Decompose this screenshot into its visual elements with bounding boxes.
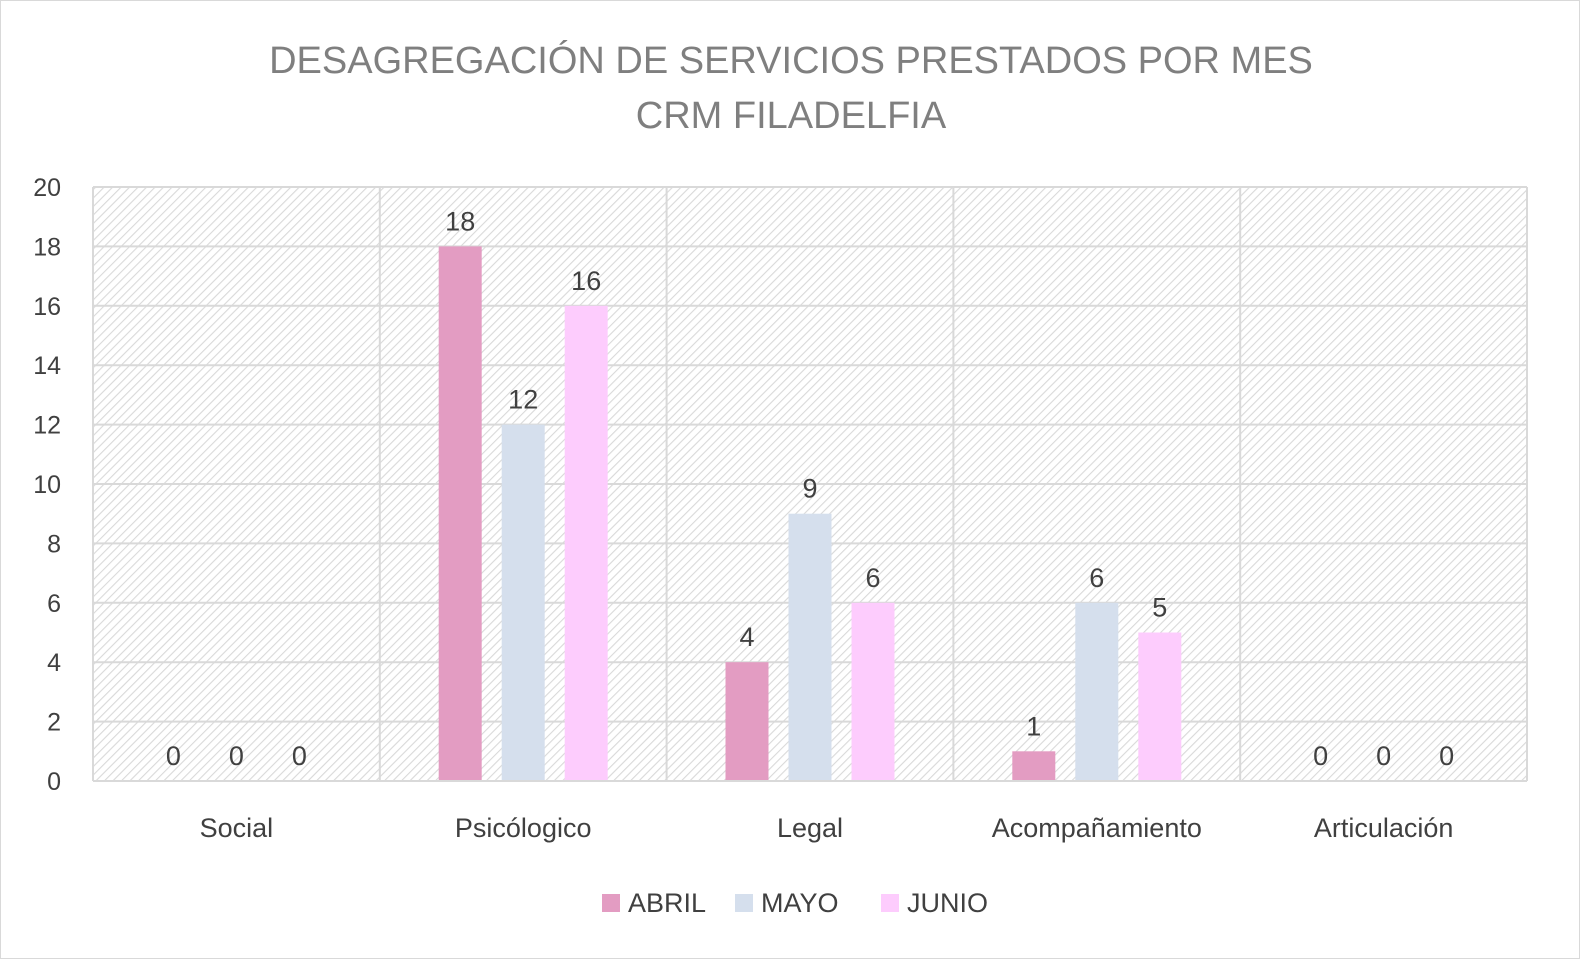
data-label: 0 xyxy=(1376,741,1391,771)
x-tick-label: Psicólogico xyxy=(455,813,592,843)
legend-label: MAYO xyxy=(761,888,839,918)
data-label: 1 xyxy=(1026,711,1041,741)
y-tick-label: 8 xyxy=(47,530,61,558)
y-tick-label: 12 xyxy=(33,412,61,440)
y-tick-label: 0 xyxy=(47,768,61,796)
y-tick-label: 16 xyxy=(33,293,61,321)
legend: ABRIL MAYO JUNIO xyxy=(602,888,988,918)
legend-swatch-junio xyxy=(881,894,899,912)
bar-junio xyxy=(851,602,895,781)
bar-mayo xyxy=(501,424,545,781)
bar-mayo xyxy=(788,513,832,781)
data-label: 6 xyxy=(865,563,880,593)
data-label: 0 xyxy=(1313,741,1328,771)
legend-label: JUNIO xyxy=(907,888,988,918)
data-label: 4 xyxy=(739,622,754,652)
bar-junio xyxy=(1138,632,1182,781)
data-label: 0 xyxy=(166,741,181,771)
legend-swatch-mayo xyxy=(735,894,753,912)
bar-abril xyxy=(725,662,769,781)
y-tick-label: 10 xyxy=(33,471,61,499)
data-label: 0 xyxy=(229,741,244,771)
bar-abril xyxy=(438,246,482,781)
y-tick-label: 4 xyxy=(47,649,61,677)
bar-abril xyxy=(1012,751,1056,781)
y-tick-label: 20 xyxy=(33,174,61,202)
x-tick-label: Articulación xyxy=(1314,813,1454,843)
y-tick-label: 6 xyxy=(47,590,61,618)
x-tick-label: Acompañamiento xyxy=(992,813,1202,843)
x-tick-label: Social xyxy=(200,813,274,843)
data-label: 18 xyxy=(445,206,475,236)
data-label: 6 xyxy=(1089,563,1104,593)
y-tick-label: 2 xyxy=(47,709,61,737)
legend-swatch-abril xyxy=(602,894,620,912)
data-label: 12 xyxy=(508,385,538,415)
bar-junio xyxy=(564,305,608,781)
legend-label: ABRIL xyxy=(628,888,706,918)
data-label: 0 xyxy=(1439,741,1454,771)
bar-mayo xyxy=(1075,602,1119,781)
x-tick-label: Legal xyxy=(777,813,843,843)
y-tick-label: 18 xyxy=(33,233,61,261)
chart-subtitle: CRM FILADELFIA xyxy=(636,95,947,137)
data-label: 5 xyxy=(1152,593,1167,623)
data-label: 16 xyxy=(571,266,601,296)
data-label: 0 xyxy=(292,741,307,771)
data-label: 9 xyxy=(802,474,817,504)
y-tick-label: 14 xyxy=(33,352,61,380)
chart-title: DESAGREGACIÓN DE SERVICIOS PRESTADOS POR… xyxy=(269,39,1313,82)
